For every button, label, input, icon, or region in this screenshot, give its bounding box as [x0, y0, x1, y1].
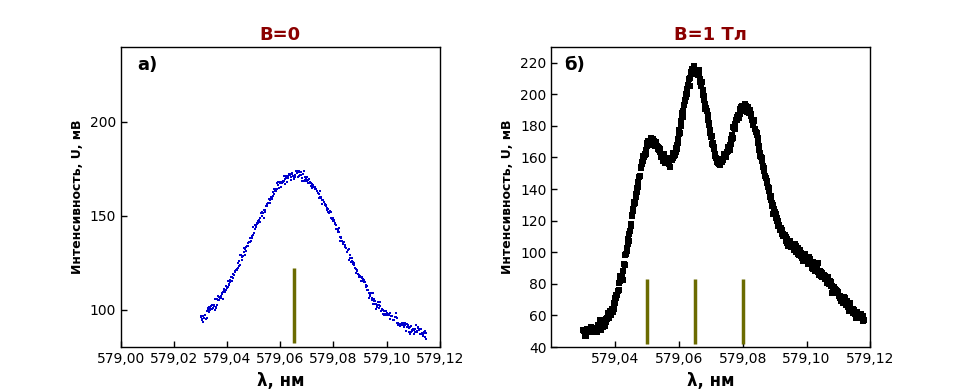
Y-axis label: Интенсивность, U, мВ: Интенсивность, U, мВ	[72, 120, 84, 274]
Title: B=0: B=0	[260, 26, 301, 44]
X-axis label: λ, нм: λ, нм	[688, 372, 735, 390]
Text: а): а)	[136, 56, 157, 74]
Title: B=1 Тл: B=1 Тл	[674, 26, 747, 44]
Text: б): б)	[564, 56, 585, 74]
Y-axis label: Интенсивность, U, мВ: Интенсивность, U, мВ	[502, 120, 514, 274]
X-axis label: λ, нм: λ, нм	[256, 372, 304, 390]
